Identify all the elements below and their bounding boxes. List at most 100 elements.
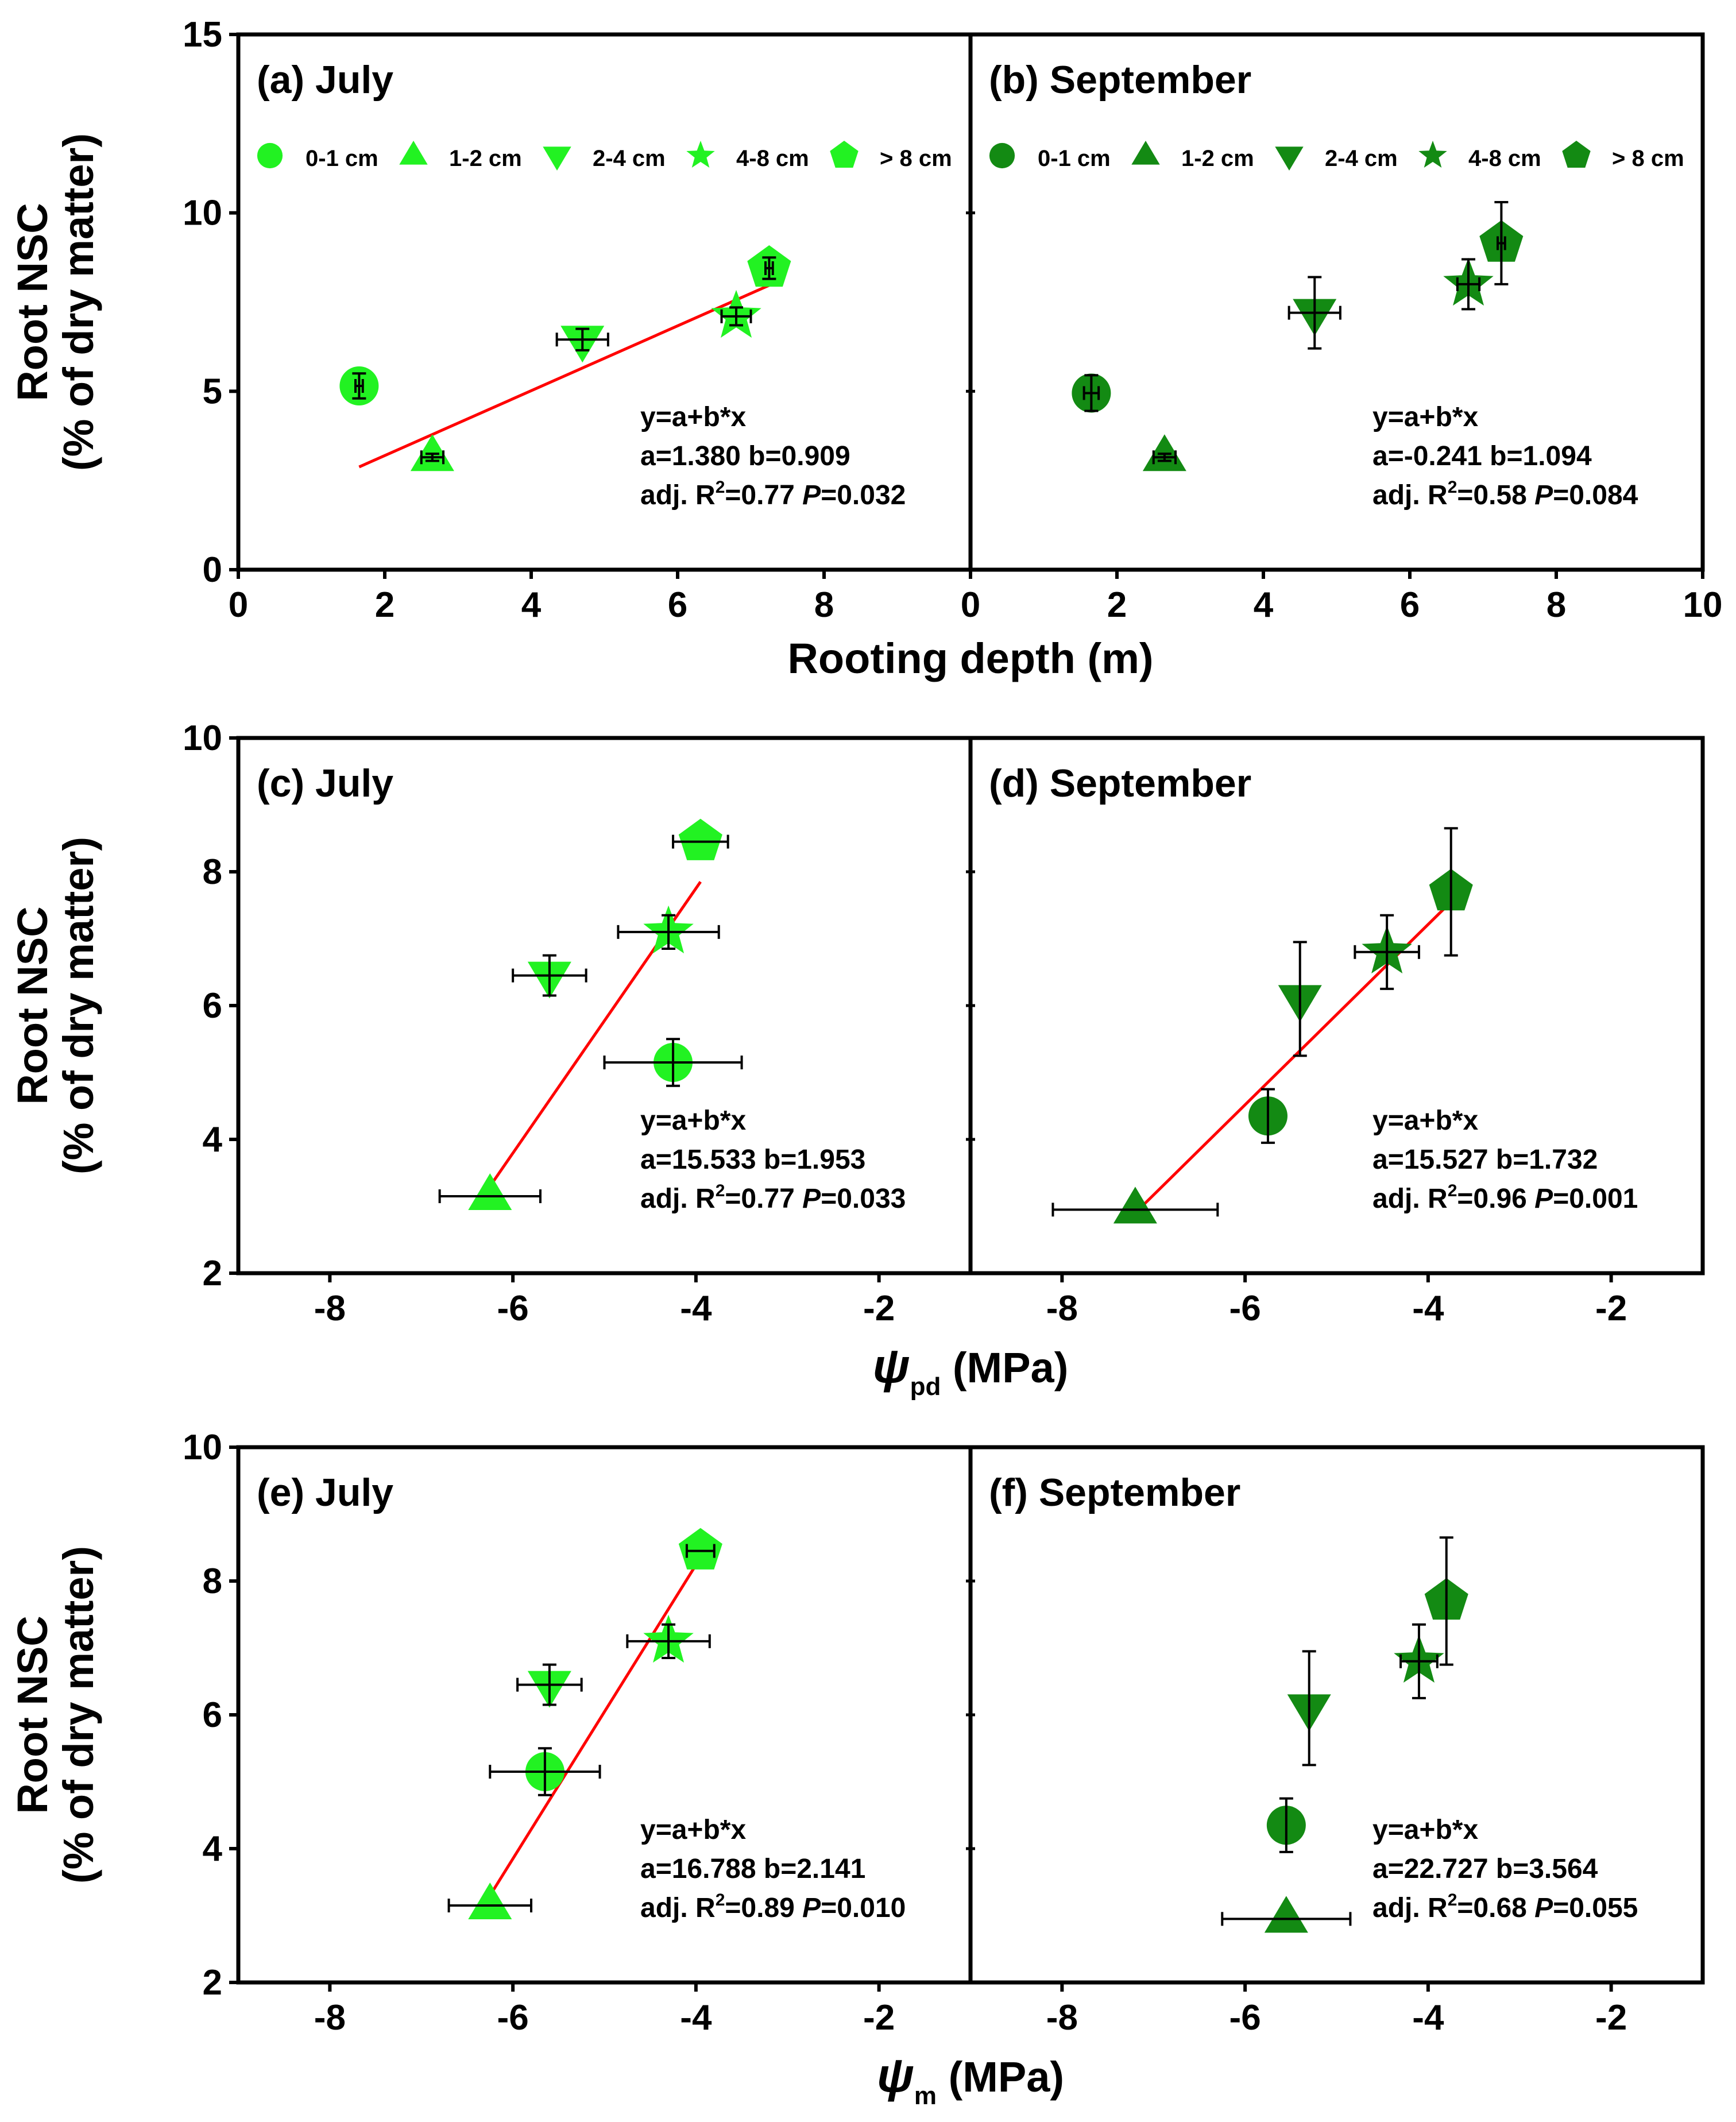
data-point-8-cm <box>678 1528 722 1570</box>
legend-label: > 8 cm <box>1612 146 1684 171</box>
r2-superscript: 2 <box>1448 1891 1457 1910</box>
x-tick-label: -2 <box>863 1998 895 2038</box>
p-label: P <box>802 1893 821 1923</box>
y-tick-label: 10 <box>183 718 222 758</box>
r2-superscript: 2 <box>1448 478 1457 497</box>
equation-stats: adj. R2=0.58 P=0.084 <box>1372 478 1638 511</box>
panel-label: (c) July <box>257 762 393 805</box>
x-axis-symbol: ψ <box>877 2048 914 2102</box>
y-tick-label: 0 <box>203 550 222 590</box>
y-axis-title-line2: (% of dry matter) <box>55 133 102 471</box>
x-axis-subscript: m <box>914 2082 937 2110</box>
y-tick-label: 10 <box>183 1428 222 1467</box>
fit-line <box>489 1556 702 1896</box>
panel-label: (f) September <box>989 1471 1240 1514</box>
r2-value: =0.77 <box>725 480 794 511</box>
p-value: =0.010 <box>821 1893 906 1923</box>
equation-stats: adj. R2=0.68 P=0.055 <box>1372 1891 1638 1923</box>
stats-gap <box>1527 480 1534 511</box>
equation-form: y=a+b*x <box>1372 402 1478 432</box>
x-tick-label: -8 <box>314 1289 346 1328</box>
equation-coefficients: a=1.380 b=0.909 <box>640 441 850 471</box>
data-point-1-2-cm <box>468 1883 512 1920</box>
y-tick-label: 4 <box>203 1829 223 1869</box>
y-tick-label: 15 <box>183 15 222 55</box>
x-tick-label: -6 <box>1229 1998 1261 2038</box>
chart-row-depth: 0 5 10 15 0 2 4 6 8 0 2 4 6 8 10 Root NSC(% of dry matt… <box>9 15 1722 682</box>
legend-marker-0-1-cm <box>257 142 283 169</box>
y-axis-title: Root NSC(% of dry matter) <box>9 837 102 1174</box>
r2-superscript: 2 <box>716 478 725 497</box>
x-tick-label: -8 <box>314 1998 346 2038</box>
legend-label: > 8 cm <box>880 146 952 171</box>
stats-gap <box>795 1893 802 1923</box>
equation-stats: adj. R2=0.96 P=0.001 <box>1372 1181 1638 1214</box>
stats-gap <box>1527 1893 1534 1923</box>
panel-d-september: (d) September y=a+b*x a=15.527 b=1.732 adj.… <box>989 762 1638 1224</box>
x-tick-label: -4 <box>680 1998 712 2038</box>
r2-value: =0.77 <box>725 1184 794 1214</box>
x-tick-label: -6 <box>497 1289 529 1328</box>
panel-label: (a) July <box>257 58 393 102</box>
legend-label: 1-2 cm <box>449 146 522 171</box>
p-label: P <box>1534 1184 1553 1214</box>
y-axis-title-line1: Root NSC <box>9 906 56 1104</box>
x-tick-label: -2 <box>863 1289 895 1328</box>
x-tick-label: 6 <box>1400 585 1420 625</box>
chart-row-psi_m: 2 4 6 8 10 -8 -6 -4 -2 -8 -6 -4 -2 Root NSC(% of dry … <box>9 1428 1705 2110</box>
r2-value: =0.58 <box>1457 480 1526 511</box>
r2-superscript: 2 <box>716 1891 725 1910</box>
y-tick-label: 6 <box>203 1695 222 1735</box>
equation-coefficients: a=16.788 b=2.141 <box>640 1854 865 1884</box>
legend-marker-2-4-cm <box>543 146 571 171</box>
panel-label: (b) September <box>989 58 1251 102</box>
equation-form: y=a+b*x <box>640 1815 746 1845</box>
y-axis-title-line2: (% of dry matter) <box>55 1546 102 1884</box>
equation-stats: adj. R2=0.77 P=0.032 <box>640 478 906 511</box>
y-axis-title-line1: Root NSC <box>9 1615 56 1814</box>
r2-value: =0.96 <box>1457 1184 1526 1214</box>
y-tick-label: 2 <box>203 1254 222 1293</box>
x-axis-title: Rooting depth (m) <box>787 635 1153 682</box>
y-axis-title-line1: Root NSC <box>9 203 56 401</box>
equation-coefficients: a=22.727 b=3.564 <box>1372 1854 1598 1884</box>
x-axis-unit: (MPa) <box>937 2053 1064 2101</box>
chart-row-psi_pd: 2 4 6 8 10 -8 -6 -4 -2 -8 -6 -4 -2 Root NSC(% of dry … <box>9 718 1705 1401</box>
equation-coefficients: a=15.533 b=1.953 <box>640 1145 865 1175</box>
y-tick-label: 5 <box>203 372 222 411</box>
x-tick-label: 2 <box>375 585 395 625</box>
y-tick-label: 8 <box>203 1561 222 1601</box>
equation-form: y=a+b*x <box>640 402 746 432</box>
y-tick-label: 6 <box>203 986 222 1026</box>
x-axis-symbol: ψ <box>873 1339 910 1393</box>
p-label: P <box>1534 1893 1553 1923</box>
x-tick-label: 2 <box>1107 585 1127 625</box>
p-label: P <box>802 480 821 511</box>
p-value: =0.032 <box>821 480 906 511</box>
x-tick-label: -4 <box>680 1289 712 1328</box>
legend-marker-8-cm <box>830 141 859 168</box>
y-tick-label: 2 <box>203 1963 222 2003</box>
legend-label: 0-1 cm <box>1038 146 1111 171</box>
r2-prefix: adj. R <box>640 1184 716 1214</box>
panel-frame <box>968 32 1705 572</box>
p-value: =0.084 <box>1553 480 1638 511</box>
equation-form: y=a+b*x <box>1372 1815 1478 1845</box>
data-point-1-2-cm <box>468 1173 512 1211</box>
legend-label: 4-8 cm <box>1468 146 1541 171</box>
legend-marker-1-2-cm <box>399 141 428 165</box>
p-label: P <box>1534 480 1553 511</box>
y-axis-title: Root NSC(% of dry matter) <box>9 133 102 471</box>
x-tick-label: -8 <box>1046 1998 1078 2038</box>
equation-stats: adj. R2=0.77 P=0.033 <box>640 1181 906 1214</box>
r2-prefix: adj. R <box>1372 1893 1448 1923</box>
r2-prefix: adj. R <box>640 480 716 511</box>
panel-label: (d) September <box>989 762 1251 805</box>
legend-label: 0-1 cm <box>306 146 378 171</box>
data-point-8-cm <box>678 818 722 860</box>
fit-line <box>358 284 770 469</box>
x-tick-label: 0 <box>229 585 248 625</box>
x-tick-label: -8 <box>1046 1289 1078 1328</box>
legend-marker-2-4-cm <box>1275 146 1304 171</box>
